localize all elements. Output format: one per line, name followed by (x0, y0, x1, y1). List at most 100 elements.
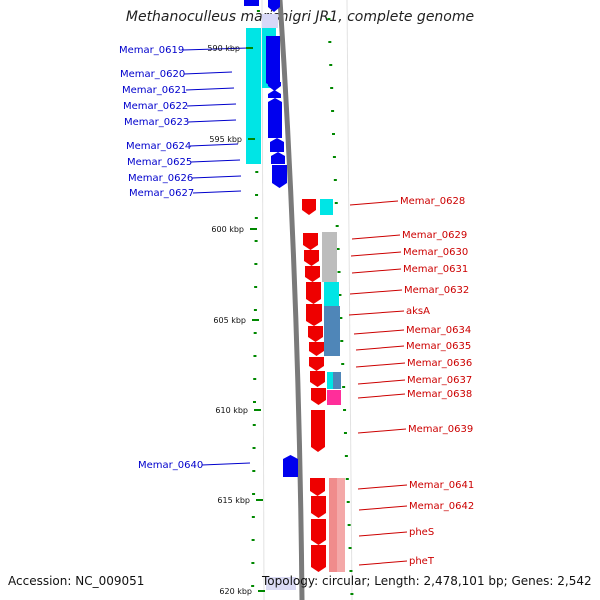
genome-backbone (277, 0, 305, 600)
guide-dot (252, 447, 256, 449)
gene-arrow (266, 36, 280, 88)
tick-mark (246, 47, 253, 49)
right-gene-label: Memar_0642 (409, 501, 474, 512)
leader-line (201, 462, 251, 466)
right-gene-label: Memar_0630 (403, 247, 468, 258)
leader-line (189, 143, 239, 147)
track-steelblue (333, 372, 341, 389)
leader-line (357, 379, 406, 385)
topology-text: Topology: circular; Length: 2,478,101 bp… (262, 574, 592, 588)
left-gene-label: Memar_0621 (122, 85, 187, 96)
guide-dot (332, 133, 335, 135)
gene-arrow (311, 388, 326, 405)
leader-line (358, 505, 408, 511)
leader-line (187, 119, 237, 123)
track-cyan (327, 372, 333, 389)
left-gene-label: Memar_0622 (123, 101, 188, 112)
left-gene-label: Memar_0626 (128, 173, 193, 184)
right-gene-label: Memar_0631 (403, 264, 468, 275)
guide-dot (253, 378, 257, 380)
tick-mark (252, 319, 259, 321)
guide-dot (251, 539, 255, 541)
left-gene-label: Memar_0619 (119, 45, 184, 56)
guide-dot (333, 179, 337, 181)
leader-line (357, 393, 406, 399)
leader-line (351, 268, 402, 274)
gene-arrow (311, 496, 326, 518)
guide-dot (254, 286, 258, 288)
right-gene-label: aksA (406, 306, 430, 317)
gene-arrow (271, 152, 285, 164)
track-salmon (329, 478, 337, 572)
right-gene-label: Memar_0635 (406, 341, 471, 352)
track-salmon (337, 478, 345, 572)
leader-line (349, 200, 399, 206)
left-gene-label: Memar_0640 (138, 460, 203, 471)
leader-line (353, 329, 405, 335)
leader-line (185, 87, 235, 91)
tick-label: 590 kbp (207, 44, 240, 53)
left-gene-label: Memar_0627 (129, 188, 194, 199)
leader-line (358, 531, 408, 537)
guide-dot (335, 225, 339, 227)
gene-arrow (310, 371, 325, 387)
leader-line (350, 251, 402, 257)
leader-line (349, 289, 403, 295)
tick-label: 600 kbp (211, 225, 244, 234)
right-gene-label: Memar_0632 (404, 285, 469, 296)
guide-dot (251, 516, 255, 518)
guide-dot (348, 547, 352, 549)
gene-arrow (309, 342, 324, 356)
right-gene-label: Memar_0638 (407, 389, 472, 400)
left-gene-label: Memar_0623 (124, 117, 189, 128)
gene-arrow (309, 357, 324, 371)
gene-arrow (311, 410, 325, 452)
leader-line (355, 362, 406, 368)
leader-line (190, 159, 241, 163)
left-gene-label: Memar_0620 (120, 69, 185, 80)
guide-dot (332, 156, 336, 158)
guide-dot (344, 455, 348, 457)
left-gene-label: Memar_0624 (126, 141, 191, 152)
gene-arrow (304, 250, 319, 266)
guide-dot (343, 432, 347, 434)
guide-dot (254, 240, 258, 242)
guide-dot (334, 202, 338, 204)
guide-dot (350, 593, 354, 595)
tick-mark (258, 590, 265, 592)
gene-arrow (268, 82, 281, 91)
leader-line (348, 310, 405, 316)
gene-arrow (310, 478, 325, 496)
outer-guide-left (261, 0, 265, 600)
guide-dot (343, 409, 347, 411)
guide-dot (340, 340, 344, 342)
track-gray (322, 232, 337, 282)
guide-dot (329, 64, 333, 66)
leader-line (357, 484, 408, 490)
tick-mark (248, 138, 255, 140)
tick-mark (250, 228, 257, 230)
leader-line (186, 103, 237, 107)
guide-dot (252, 470, 256, 472)
guide-dot (331, 110, 335, 112)
tick-label: 615 kbp (217, 496, 250, 505)
guide-dot (254, 217, 258, 219)
guide-dot (251, 562, 255, 564)
gene-arrow (306, 304, 322, 326)
right-gene-label: Memar_0636 (407, 358, 472, 369)
tick-label: 620 kbp (219, 587, 252, 596)
guide-dot (253, 332, 257, 334)
guide-dot (252, 401, 256, 403)
gene-arrow (311, 519, 326, 545)
track-cyan (324, 282, 339, 306)
guide-dot (254, 263, 258, 265)
gene-arrow (268, 0, 280, 12)
map-title: Methanoculleus marisnigri JR1, complete … (125, 9, 475, 25)
track-faint (266, 577, 296, 590)
guide-dot (255, 194, 259, 196)
guide-dot (256, 10, 260, 12)
leader-line (351, 234, 401, 240)
guide-dot (253, 355, 257, 357)
track-faint (262, 14, 278, 28)
